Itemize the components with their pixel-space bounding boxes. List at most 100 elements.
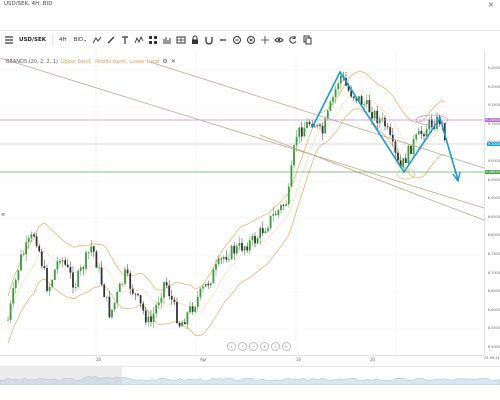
zoom-in-icon[interactable]: +: [260, 342, 269, 351]
candle-body: [337, 83, 340, 90]
navigator-panel[interactable]: [0, 366, 500, 386]
timeframe-selector[interactable]: 4H: [56, 33, 70, 47]
candle-body: [178, 322, 181, 327]
candle-body: [189, 306, 191, 313]
candle-body: [33, 234, 35, 237]
pattern-arrowhead: [452, 171, 461, 183]
chart-canvas[interactable]: [0, 50, 485, 355]
reset-icon[interactable]: [286, 33, 299, 47]
candle-body: [35, 236, 38, 246]
scroll-left-icon[interactable]: ‹: [238, 342, 247, 351]
legend-upper-band: Upper band,: [60, 58, 92, 65]
candle-body: [225, 256, 228, 260]
upper-band-line: [7, 71, 445, 297]
price-axis-label: 8.6000: [487, 307, 500, 312]
candle-body: [217, 258, 220, 265]
candle-body: [267, 228, 269, 232]
scroll-end-icon[interactable]: »: [282, 342, 291, 351]
eye-icon[interactable]: [272, 33, 285, 47]
zoom-out-icon[interactable]: −: [249, 342, 258, 351]
candle-body: [64, 260, 67, 265]
price-axis-label: 8.9000: [487, 196, 500, 201]
gear-icon[interactable]: ⚙: [162, 58, 168, 65]
drag-handle-icon[interactable]: ≡: [1, 212, 6, 218]
candle-body: [72, 272, 74, 288]
candle-body: [150, 316, 152, 322]
grid-icon[interactable]: [146, 33, 159, 47]
time-axis[interactable]: 20 Apr 10 20: [0, 355, 484, 366]
candle-body: [181, 322, 184, 327]
candle-body: [66, 264, 69, 267]
candle-body: [311, 124, 314, 127]
candle-body: [183, 322, 186, 325]
price-axis-label: 8.8000: [487, 233, 500, 238]
price-axis[interactable]: 9.25009.20009.15009.10009.05009.00008.95…: [484, 50, 500, 355]
copy-icon[interactable]: [300, 33, 313, 47]
line-tool-icon[interactable]: [90, 33, 103, 47]
hamburger-menu-icon[interactable]: [2, 33, 15, 47]
magnet-icon[interactable]: [202, 33, 215, 47]
pattern-tool-icon[interactable]: [132, 33, 145, 47]
price-type-selector[interactable]: BID ▾: [71, 33, 90, 47]
candle-body: [196, 297, 199, 307]
price-axis-label: 9.2000: [487, 84, 500, 89]
candle-body: [111, 309, 113, 318]
time-axis-stamp: 24.06.24: [484, 356, 500, 360]
scroll-start-icon[interactable]: «: [227, 342, 236, 351]
candle-body: [137, 293, 139, 296]
price-type-label: BID: [73, 37, 84, 43]
candle-body: [251, 236, 254, 241]
minus-icon[interactable]: [216, 33, 229, 47]
close-icon[interactable]: ✕: [170, 58, 176, 65]
candle-body: [233, 245, 236, 254]
bars-icon[interactable]: [160, 33, 173, 47]
candle-body: [204, 283, 207, 287]
candle-body: [22, 254, 25, 255]
candle-body: [100, 267, 103, 285]
text-tool-icon[interactable]: [118, 33, 131, 47]
candle-body: [363, 104, 366, 105]
candle-body: [220, 258, 223, 260]
candle-body: [105, 296, 108, 298]
symbol-selector[interactable]: USD/SEK: [16, 33, 49, 47]
price-axis-label: 8.7500: [487, 252, 500, 256]
candle-body: [394, 141, 397, 153]
scroll-right-icon[interactable]: ›: [271, 342, 280, 351]
price-chart[interactable]: [0, 50, 485, 355]
candle-body: [176, 301, 178, 323]
candle-body: [12, 288, 15, 304]
candle-body: [155, 305, 158, 314]
candle-body: [402, 158, 405, 168]
candle-body: [69, 266, 72, 273]
time-axis-label: Apr: [200, 357, 207, 362]
candle-body: [371, 112, 373, 119]
table-icon[interactable]: [174, 33, 187, 47]
candle-body: [56, 261, 59, 270]
candle-body: [332, 97, 334, 102]
candle-body: [134, 293, 137, 295]
candle-body: [306, 122, 308, 129]
pencil-icon[interactable]: [104, 33, 117, 47]
navigator-canvas[interactable]: [0, 367, 500, 386]
zoom-out-icon[interactable]: [230, 33, 243, 47]
crosshair-icon[interactable]: [258, 33, 271, 47]
close-icon[interactable]: ×: [487, 0, 495, 9]
candle-body: [51, 279, 54, 287]
candle-body: [417, 130, 420, 135]
candle-body: [165, 282, 168, 286]
zoom-in-icon[interactable]: [244, 33, 257, 47]
candle-body: [243, 246, 246, 251]
candle-body: [95, 251, 98, 268]
candle-body: [420, 130, 423, 135]
candle-body: [321, 125, 324, 134]
candle-body: [254, 236, 256, 244]
pattern-zigzag-line: [311, 70, 459, 181]
candle-body: [423, 134, 425, 137]
candle-body: [410, 145, 412, 155]
candle-body: [282, 205, 285, 206]
candle-body: [303, 128, 306, 137]
lock-icon[interactable]: [188, 33, 201, 47]
candle-body: [324, 118, 327, 134]
indicator-legend: BBANDS (20, 2, 2, 1) Upper band, Middle …: [6, 58, 176, 65]
navigation-controls: «‹ − + ›»: [227, 342, 291, 351]
